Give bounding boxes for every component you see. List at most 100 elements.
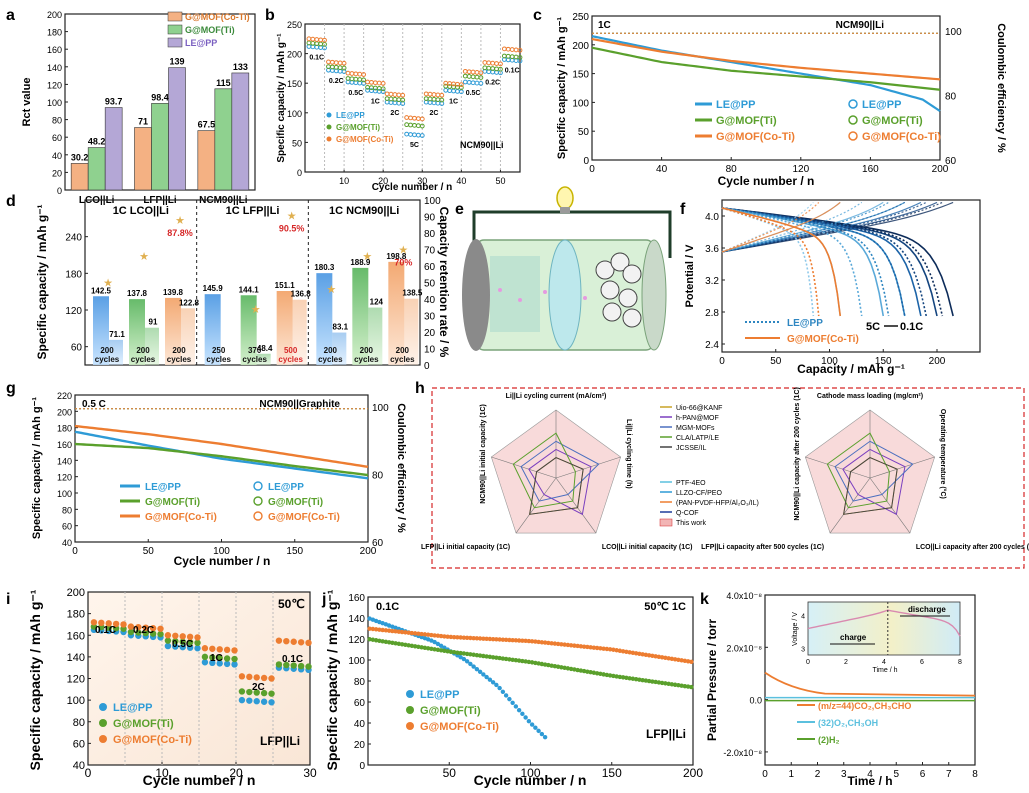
d-cycles-word: cycles (242, 355, 267, 364)
c-ce-legend-label: G@MOF(Ti) (862, 115, 923, 127)
i-xtick-label: 20 (229, 766, 243, 780)
k-xtick-label: 4 (867, 769, 873, 780)
g-ytick-label: 160 (57, 440, 72, 450)
i-data-point (127, 628, 135, 636)
i-data-point (305, 663, 312, 670)
i-data-point (216, 660, 223, 667)
j-condition-label: 50℃ 1C (644, 601, 686, 613)
j-data-point (516, 707, 522, 713)
d-bar-initial (129, 299, 145, 365)
j-data-point (656, 654, 662, 660)
j-data-point (533, 725, 538, 730)
b-data-point (341, 60, 347, 66)
j-data-point (604, 646, 610, 652)
j-data-point (685, 659, 691, 664)
k-ytick-label: 0.0 (749, 696, 762, 706)
j-ytick-label: 120 (348, 635, 365, 646)
j-ytick-label: 60 (354, 698, 366, 709)
i-xtick-label: 30 (303, 766, 317, 780)
panel-label-k: k (700, 591, 709, 608)
k-xtick-label: 3 (841, 769, 847, 780)
j-data-point (464, 635, 470, 641)
i-ytick-label: 180 (67, 609, 85, 621)
j-data-point (679, 658, 684, 663)
d-bar-final (404, 298, 419, 365)
d-bar-initial (276, 290, 293, 365)
j-data-point (637, 651, 642, 656)
panel-label-d: d (6, 193, 16, 210)
j-data-point (578, 668, 584, 673)
k-inset-xtick-label: 4 (882, 659, 886, 666)
j-data-point (539, 661, 545, 667)
f-pp-charge-curve (721, 201, 906, 253)
k-xtick-label: 1 (788, 769, 794, 780)
g-cell-label: NCM90||Graphite (259, 399, 340, 410)
d-bar-final (145, 327, 159, 365)
d-cycles-word: cycles (95, 355, 120, 364)
j-data-point (679, 683, 684, 688)
c-legend-label: G@MOF(Ti) (716, 115, 777, 127)
b-data-point (380, 86, 386, 92)
j-data-point (406, 630, 411, 635)
j-data-point (380, 627, 385, 633)
i-data-point (246, 673, 253, 681)
j-data-point (598, 646, 603, 651)
d-y2tick-label: 100 (424, 196, 441, 207)
f-ylabel: Potential / V (684, 244, 696, 308)
b-xtick-label: 20 (378, 176, 388, 186)
i-data-point (305, 639, 312, 647)
j-data-point (601, 646, 606, 651)
i-xtick-label: 0 (85, 766, 92, 780)
i-rate-label: 1C (210, 653, 223, 664)
j-data-point (438, 643, 444, 649)
c-ce-legend-marker (848, 99, 858, 109)
j-data-point (627, 650, 632, 655)
i-data-point (149, 625, 157, 632)
g-ytick-label: 80 (62, 505, 72, 515)
f-coti-discharge-curve (721, 207, 885, 317)
i-data-point (135, 629, 142, 636)
d-bar-final (181, 308, 195, 365)
i-data-point (157, 630, 164, 638)
d-bar-initial-label: 188.9 (350, 258, 371, 267)
j-data-point (399, 629, 405, 635)
j-data-point (565, 642, 571, 648)
j-data-point (500, 689, 506, 694)
h-right-axis-label: LFP||Li capacity after 500 cycles (1C) (701, 544, 824, 551)
c-y2label: Coulombic efficiency / % (995, 23, 1007, 153)
j-data-point (416, 631, 421, 636)
j-legend-marker (406, 706, 414, 714)
d-retention-star: ★ (398, 245, 408, 257)
j-data-point (432, 647, 437, 652)
d-bar-initial (388, 261, 405, 365)
i-data-point (297, 662, 305, 670)
i-data-point (194, 634, 201, 641)
h-legend-label: This work (676, 520, 706, 527)
i-data-point (290, 638, 297, 645)
c-rate-label: 1C (598, 20, 611, 31)
a-ytick-label: 120 (47, 80, 62, 90)
j-ytick-label: 100 (348, 656, 365, 667)
j-data-point (455, 635, 460, 640)
j-data-point (572, 643, 577, 648)
i-data-point (201, 645, 209, 652)
j-data-point (542, 734, 548, 740)
b-data-point (478, 81, 484, 86)
j-data-point (494, 655, 499, 660)
i-data-point (231, 661, 238, 668)
b-rate-label: 1C (371, 98, 380, 105)
c-ce-legend-marker (848, 115, 858, 125)
j-data-point (510, 657, 515, 662)
panel-label-f: f (680, 201, 686, 218)
i-data-point (246, 688, 253, 696)
g-legend-label: G@MOF(Ti) (145, 497, 200, 508)
k-inset-voltage-curve (807, 609, 961, 637)
c-y2tick-label: 60 (945, 156, 957, 167)
j-data-point (373, 627, 379, 632)
a-bar-label: 30.2 (71, 152, 89, 162)
d-bar-final-label: 71.1 (109, 330, 125, 339)
h-left-comparison-polygon (528, 448, 592, 516)
j-data-point (390, 628, 395, 634)
j-data-point (640, 652, 645, 657)
